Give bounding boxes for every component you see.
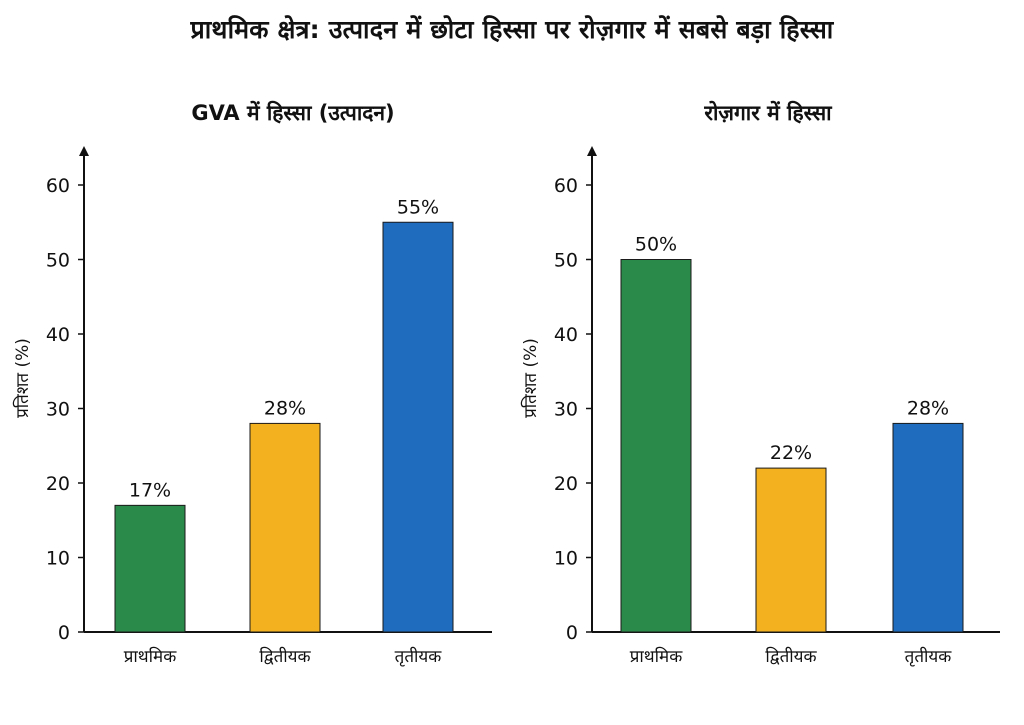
y-axis-label: प्रतिशत (%) xyxy=(520,338,541,418)
y-tick-label: 10 xyxy=(554,548,578,570)
y-tick-label: 20 xyxy=(554,473,578,495)
y-tick-label: 40 xyxy=(554,324,578,346)
x-tick-label: प्राथमिक xyxy=(124,646,178,667)
bar-1 xyxy=(620,259,692,633)
y-axis-arrow-icon xyxy=(587,146,597,156)
bar-2 xyxy=(249,422,321,633)
y-tick-label: 20 xyxy=(46,473,70,495)
y-tick-label: 0 xyxy=(58,622,70,644)
chart-title: रोज़गार में हिस्सा xyxy=(703,100,833,125)
y-tick-label: 60 xyxy=(46,175,70,197)
y-tick-label: 10 xyxy=(46,548,70,570)
x-tick-label: द्वितीयक xyxy=(259,646,311,667)
y-axis-label: प्रतिशत (%) xyxy=(12,338,33,418)
data-label: 28% xyxy=(907,397,949,419)
y-tick-label: 0 xyxy=(566,622,578,644)
y-tick-label: 40 xyxy=(46,324,70,346)
chart-title: GVA में हिस्सा (उत्पादन) xyxy=(191,100,394,125)
x-tick-label: तृतीयक xyxy=(395,646,443,667)
bar-3 xyxy=(892,422,964,633)
data-label: 22% xyxy=(770,442,812,464)
x-tick-label: तृतीयक xyxy=(905,646,953,667)
y-axis-arrow-icon xyxy=(79,146,89,156)
x-tick-label: प्राथमिक xyxy=(630,646,684,667)
bar-1 xyxy=(114,504,186,633)
page-title: प्राथमिक क्षेत्र: उत्पादन में छोटा हिस्स… xyxy=(190,15,834,44)
y-tick-label: 50 xyxy=(554,250,578,272)
data-label: 28% xyxy=(264,397,306,419)
data-label: 50% xyxy=(635,234,677,256)
data-label: 17% xyxy=(129,479,171,501)
bar-3 xyxy=(382,221,454,633)
y-tick-label: 30 xyxy=(554,399,578,421)
bar-2 xyxy=(755,467,827,633)
y-tick-label: 60 xyxy=(554,175,578,197)
data-label: 55% xyxy=(397,196,439,218)
x-tick-label: द्वितीयक xyxy=(765,646,817,667)
y-tick-label: 30 xyxy=(46,399,70,421)
y-tick-label: 50 xyxy=(46,250,70,272)
